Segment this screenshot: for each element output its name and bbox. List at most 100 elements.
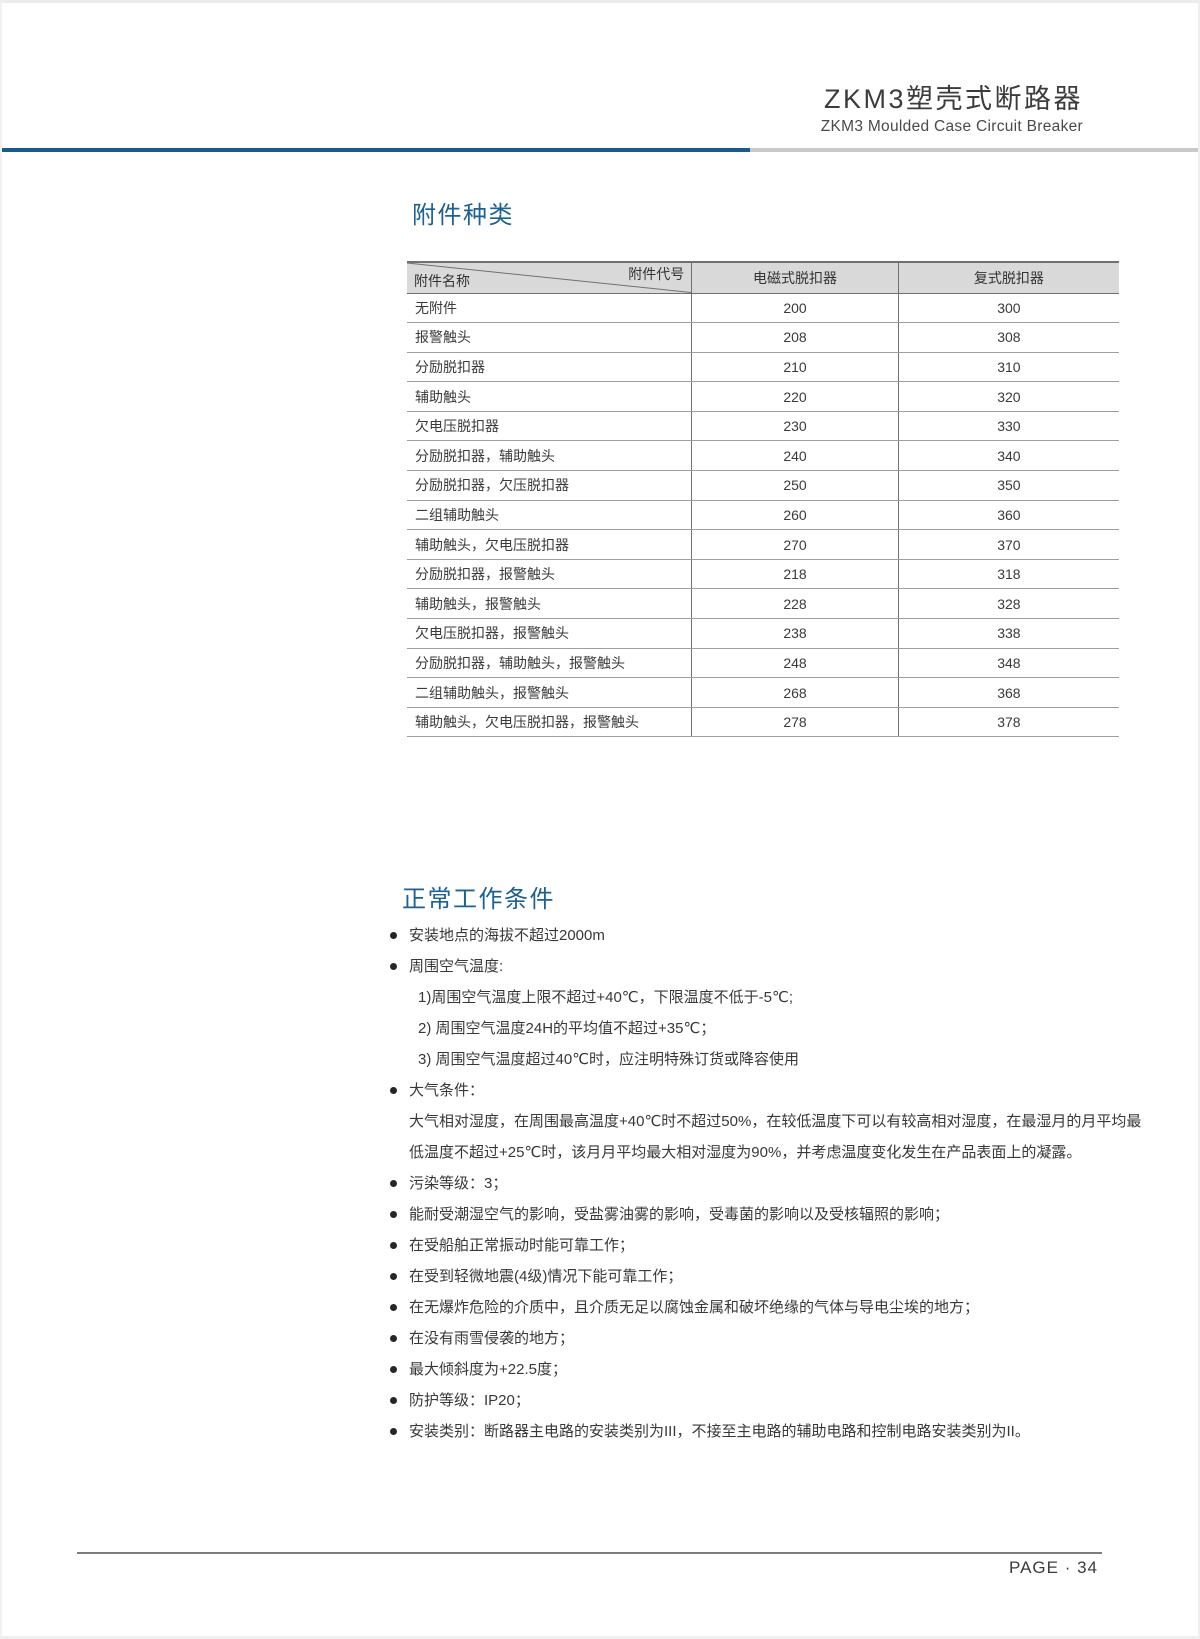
code-em: 240 (691, 440, 899, 472)
condition-subitem: 2) 周围空气温度24H的平均值不超过+35℃； (418, 1020, 716, 1037)
condition-item: 安装地点的海拔不超过2000m (390, 920, 1152, 951)
condition-item: 安装类别：断路器主电路的安装类别为III，不接至主电路的辅助电路和控制电路安装类… (390, 1416, 1152, 1447)
code-em: 200 (691, 293, 899, 324)
table-row: 欠电压脱扣器，报警触头 238 338 (407, 618, 1119, 649)
footer-rule (77, 1552, 1102, 1554)
condition-text: 大气条件： (409, 1082, 485, 1099)
code-em: 238 (691, 618, 899, 649)
code-em: 278 (691, 707, 899, 738)
condition-subitem: 1)周围空气温度上限不超过+40℃，下限温度不低于-5℃; (418, 989, 793, 1006)
diagonal-divider-line (407, 263, 691, 293)
accessory-name: 辅助触头，报警触头 (407, 588, 692, 620)
bullet-icon (390, 963, 397, 970)
condition-text: 能耐受潮湿空气的影响，受盐雾油雾的影响，受毒菌的影响以及受核辐照的影响； (409, 1206, 950, 1223)
accessory-name: 分励脱扣器，辅助触头，报警触头 (407, 648, 692, 679)
condition-subitem: 3) 周围空气温度超过40℃时，应注明特殊订货或降容使用 (418, 1051, 800, 1068)
bullet-icon (390, 1211, 397, 1218)
code-comp: 348 (897, 648, 1119, 679)
bullet-icon (390, 1366, 397, 1373)
code-em: 208 (691, 322, 899, 353)
accessory-name: 欠电压脱扣器 (407, 411, 692, 442)
code-comp: 338 (897, 618, 1119, 649)
condition-paragraph: 大气相对湿度，在周围最高温度+40℃时不超过50%，在较低温度下可以有较高相对湿… (409, 1113, 1142, 1161)
accessory-name: 分励脱扣器，报警触头 (407, 559, 692, 590)
bullet-icon (390, 1397, 397, 1404)
table-row: 辅助触头，欠电压脱扣器，报警触头 278 378 (407, 707, 1119, 738)
document-title: ZKM3塑壳式断路器 (823, 84, 1083, 114)
table-row: 无附件 200 300 (407, 293, 1119, 324)
accessory-name: 报警触头 (407, 322, 692, 353)
condition-item: 大气条件： 大气相对湿度，在周围最高温度+40℃时不超过50%，在较低温度下可以… (390, 1075, 1152, 1168)
accessory-name: 二组辅助触头，报警触头 (407, 677, 692, 708)
condition-item: 周围空气温度: 1)周围空气温度上限不超过+40℃，下限温度不低于-5℃; 2)… (390, 951, 1152, 1075)
bullet-icon (390, 1242, 397, 1249)
document-subtitle: ZKM3 Moulded Case Circuit Breaker (820, 118, 1083, 135)
condition-item: 在没有雨雪侵袭的地方； (390, 1323, 1152, 1354)
condition-item: 能耐受潮湿空气的影响，受盐雾油雾的影响，受毒菌的影响以及受核辐照的影响； (390, 1199, 1152, 1230)
code-comp: 360 (897, 500, 1119, 531)
accessories-table: 附件代号 附件名称 电磁式脱扣器 复式脱扣器 无附件 200 300 报警触头 208… (407, 261, 1119, 738)
bullet-icon (390, 932, 397, 939)
table-corner-header-cell: 附件代号 附件名称 (407, 261, 692, 294)
header-rule-accent-segment (2, 148, 750, 152)
bullet-icon (390, 1335, 397, 1342)
code-em: 268 (691, 677, 899, 708)
condition-text: 污染等级：3； (409, 1175, 508, 1192)
condition-text: 周围空气温度: (409, 958, 504, 975)
code-em: 270 (691, 529, 899, 560)
table-row: 分励脱扣器，辅助触头 240 340 (407, 440, 1119, 472)
table-row: 辅助触头，报警触头 228 328 (407, 588, 1119, 620)
code-comp: 318 (897, 559, 1119, 590)
table-row: 报警触头 208 308 (407, 322, 1119, 353)
table-row: 欠电压脱扣器 230 330 (407, 411, 1119, 442)
table-row: 分励脱扣器，报警触头 218 318 (407, 559, 1119, 590)
condition-text: 安装地点的海拔不超过2000m (409, 927, 605, 944)
column-header-compound: 复式脱扣器 (897, 261, 1119, 294)
bullet-icon (390, 1428, 397, 1435)
table-header-row: 附件代号 附件名称 电磁式脱扣器 复式脱扣器 (407, 261, 1119, 294)
condition-item: 防护等级：IP20； (390, 1385, 1152, 1416)
code-comp: 368 (897, 677, 1119, 708)
condition-item: 污染等级：3； (390, 1168, 1152, 1199)
table-row: 分励脱扣器，欠压脱扣器 250 350 (407, 470, 1119, 501)
table-row: 辅助触头，欠电压脱扣器 270 370 (407, 529, 1119, 560)
bullet-icon (390, 1273, 397, 1280)
table-row: 辅助触头 220 320 (407, 381, 1119, 412)
code-comp: 340 (897, 440, 1119, 472)
code-comp: 370 (897, 529, 1119, 560)
bullet-icon (390, 1180, 397, 1187)
code-em: 210 (691, 352, 899, 383)
code-comp: 328 (897, 588, 1119, 620)
table-row: 二组辅助触头 260 360 (407, 500, 1119, 531)
code-comp: 320 (897, 381, 1119, 412)
bullet-icon (390, 1087, 397, 1094)
accessory-name: 分励脱扣器 (407, 352, 692, 383)
code-em: 220 (691, 381, 899, 412)
condition-text: 最大倾斜度为+22.5度； (409, 1361, 567, 1378)
condition-text: 在无爆炸危险的介质中，且介质无足以腐蚀金属和破坏绝缘的气体与导电尘埃的地方； (409, 1299, 980, 1316)
accessory-name: 二组辅助触头 (407, 500, 692, 531)
accessories-section-title: 附件种类 (412, 202, 514, 229)
code-em: 250 (691, 470, 899, 501)
condition-item: 最大倾斜度为+22.5度； (390, 1354, 1152, 1385)
condition-text: 在受船舶正常振动时能可靠工作； (409, 1237, 635, 1254)
accessory-name: 分励脱扣器，辅助触头 (407, 440, 692, 472)
code-comp: 378 (897, 707, 1119, 738)
condition-text: 防护等级：IP20； (409, 1392, 530, 1409)
accessory-name: 欠电压脱扣器，报警触头 (407, 618, 692, 649)
code-em: 230 (691, 411, 899, 442)
conditions-list: 安装地点的海拔不超过2000m 周围空气温度: 1)周围空气温度上限不超过+40… (390, 920, 1152, 1447)
condition-text: 安装类别：断路器主电路的安装类别为III，不接至主电路的辅助电路和控制电路安装类… (409, 1423, 1030, 1440)
code-comp: 350 (897, 470, 1119, 501)
accessory-name: 无附件 (407, 293, 692, 324)
code-em: 218 (691, 559, 899, 590)
document-header: ZKM3塑壳式断路器 ZKM3 Moulded Case Circuit Bre… (821, 83, 1083, 137)
corner-label-code: 附件代号 (628, 266, 685, 282)
accessory-name: 辅助触头，欠电压脱扣器，报警触头 (407, 707, 692, 738)
code-comp: 300 (897, 293, 1119, 324)
header-rule (2, 148, 1198, 152)
condition-item: 在无爆炸危险的介质中，且介质无足以腐蚀金属和破坏绝缘的气体与导电尘埃的地方； (390, 1292, 1152, 1323)
code-em: 248 (691, 648, 899, 679)
code-comp: 310 (897, 352, 1119, 383)
